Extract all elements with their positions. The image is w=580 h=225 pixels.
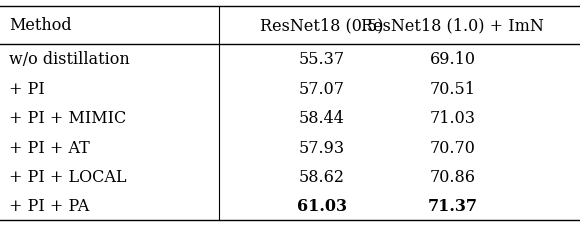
- Text: Method: Method: [9, 17, 71, 34]
- Text: 71.03: 71.03: [429, 110, 476, 127]
- Text: + PI + LOCAL: + PI + LOCAL: [9, 168, 126, 185]
- Text: 70.86: 70.86: [429, 168, 476, 185]
- Text: 71.37: 71.37: [427, 197, 477, 214]
- Text: 55.37: 55.37: [299, 51, 345, 68]
- Text: + PI + MIMIC: + PI + MIMIC: [9, 110, 126, 127]
- Text: 57.07: 57.07: [299, 80, 345, 97]
- Text: 70.51: 70.51: [429, 80, 476, 97]
- Text: 58.44: 58.44: [299, 110, 345, 127]
- Text: 57.93: 57.93: [299, 139, 345, 156]
- Text: w/o distillation: w/o distillation: [9, 51, 129, 68]
- Text: ResNet18 (0.5): ResNet18 (0.5): [260, 17, 383, 34]
- Text: + PI + AT: + PI + AT: [9, 139, 89, 156]
- Text: + PI: + PI: [9, 80, 45, 97]
- Text: 69.10: 69.10: [429, 51, 476, 68]
- Text: 58.62: 58.62: [299, 168, 345, 185]
- Text: + PI + PA: + PI + PA: [9, 197, 89, 214]
- Text: 70.70: 70.70: [429, 139, 476, 156]
- Text: 61.03: 61.03: [297, 197, 347, 214]
- Text: ResNet18 (1.0) + ImN: ResNet18 (1.0) + ImN: [361, 17, 544, 34]
